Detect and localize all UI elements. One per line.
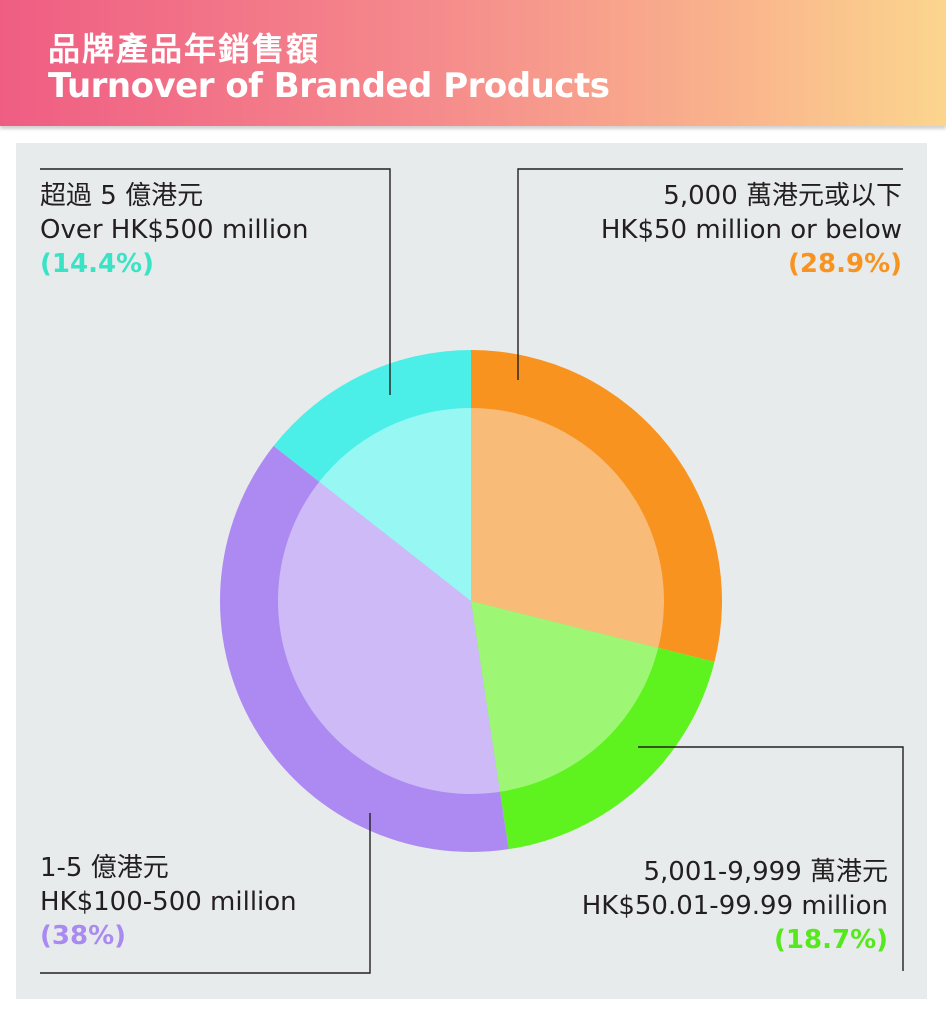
header-banner: 品牌產品年銷售額 Turnover of Branded Products — [0, 0, 946, 126]
title-chinese: 品牌產品年銷售額 — [48, 30, 321, 68]
label-zh: 1-5 億港元 — [40, 853, 169, 883]
label-over-500m: 超過 5 億港元 Over HK$500 million (14.4%) — [40, 179, 308, 281]
label-percent: (38%) — [40, 921, 126, 951]
label-zh: 5,001-9,999 萬港元 — [643, 857, 888, 887]
label-en: Over HK$500 million — [40, 215, 309, 245]
label-50-100m: 5,001-9,999 萬港元 HK$50.01-99.99 million (… — [582, 855, 888, 957]
label-percent: (18.7%) — [774, 925, 888, 955]
pie-slice-inner-0 — [471, 408, 665, 648]
label-100-500m: 1-5 億港元 HK$100-500 million (38%) — [40, 851, 297, 953]
leader-line-2 — [638, 746, 904, 971]
title-english: Turnover of Branded Products — [48, 66, 610, 106]
label-percent: (14.4%) — [40, 249, 154, 279]
pie-chart — [40, 168, 904, 974]
label-en: HK$50 million or below — [600, 215, 902, 245]
leader-line-1 — [517, 168, 903, 380]
label-zh: 5,000 萬港元或以下 — [663, 181, 902, 211]
label-zh: 超過 5 億港元 — [40, 181, 204, 211]
label-50m-or-below: 5,000 萬港元或以下 HK$50 million or below (28.… — [601, 179, 902, 281]
chart-panel: 超過 5 億港元 Over HK$500 million (14.4%) 5,0… — [16, 143, 927, 999]
pie-slice-inner-3 — [319, 408, 471, 601]
label-percent: (28.9%) — [788, 249, 902, 279]
pie-slice-inner-2 — [277, 481, 500, 794]
leader-line-0 — [40, 168, 391, 395]
label-en: HK$50.01-99.99 million — [581, 891, 888, 921]
label-en: HK$100-500 million — [40, 887, 297, 917]
pie-slice-inner-1 — [471, 601, 659, 792]
leader-line-3 — [40, 813, 371, 974]
